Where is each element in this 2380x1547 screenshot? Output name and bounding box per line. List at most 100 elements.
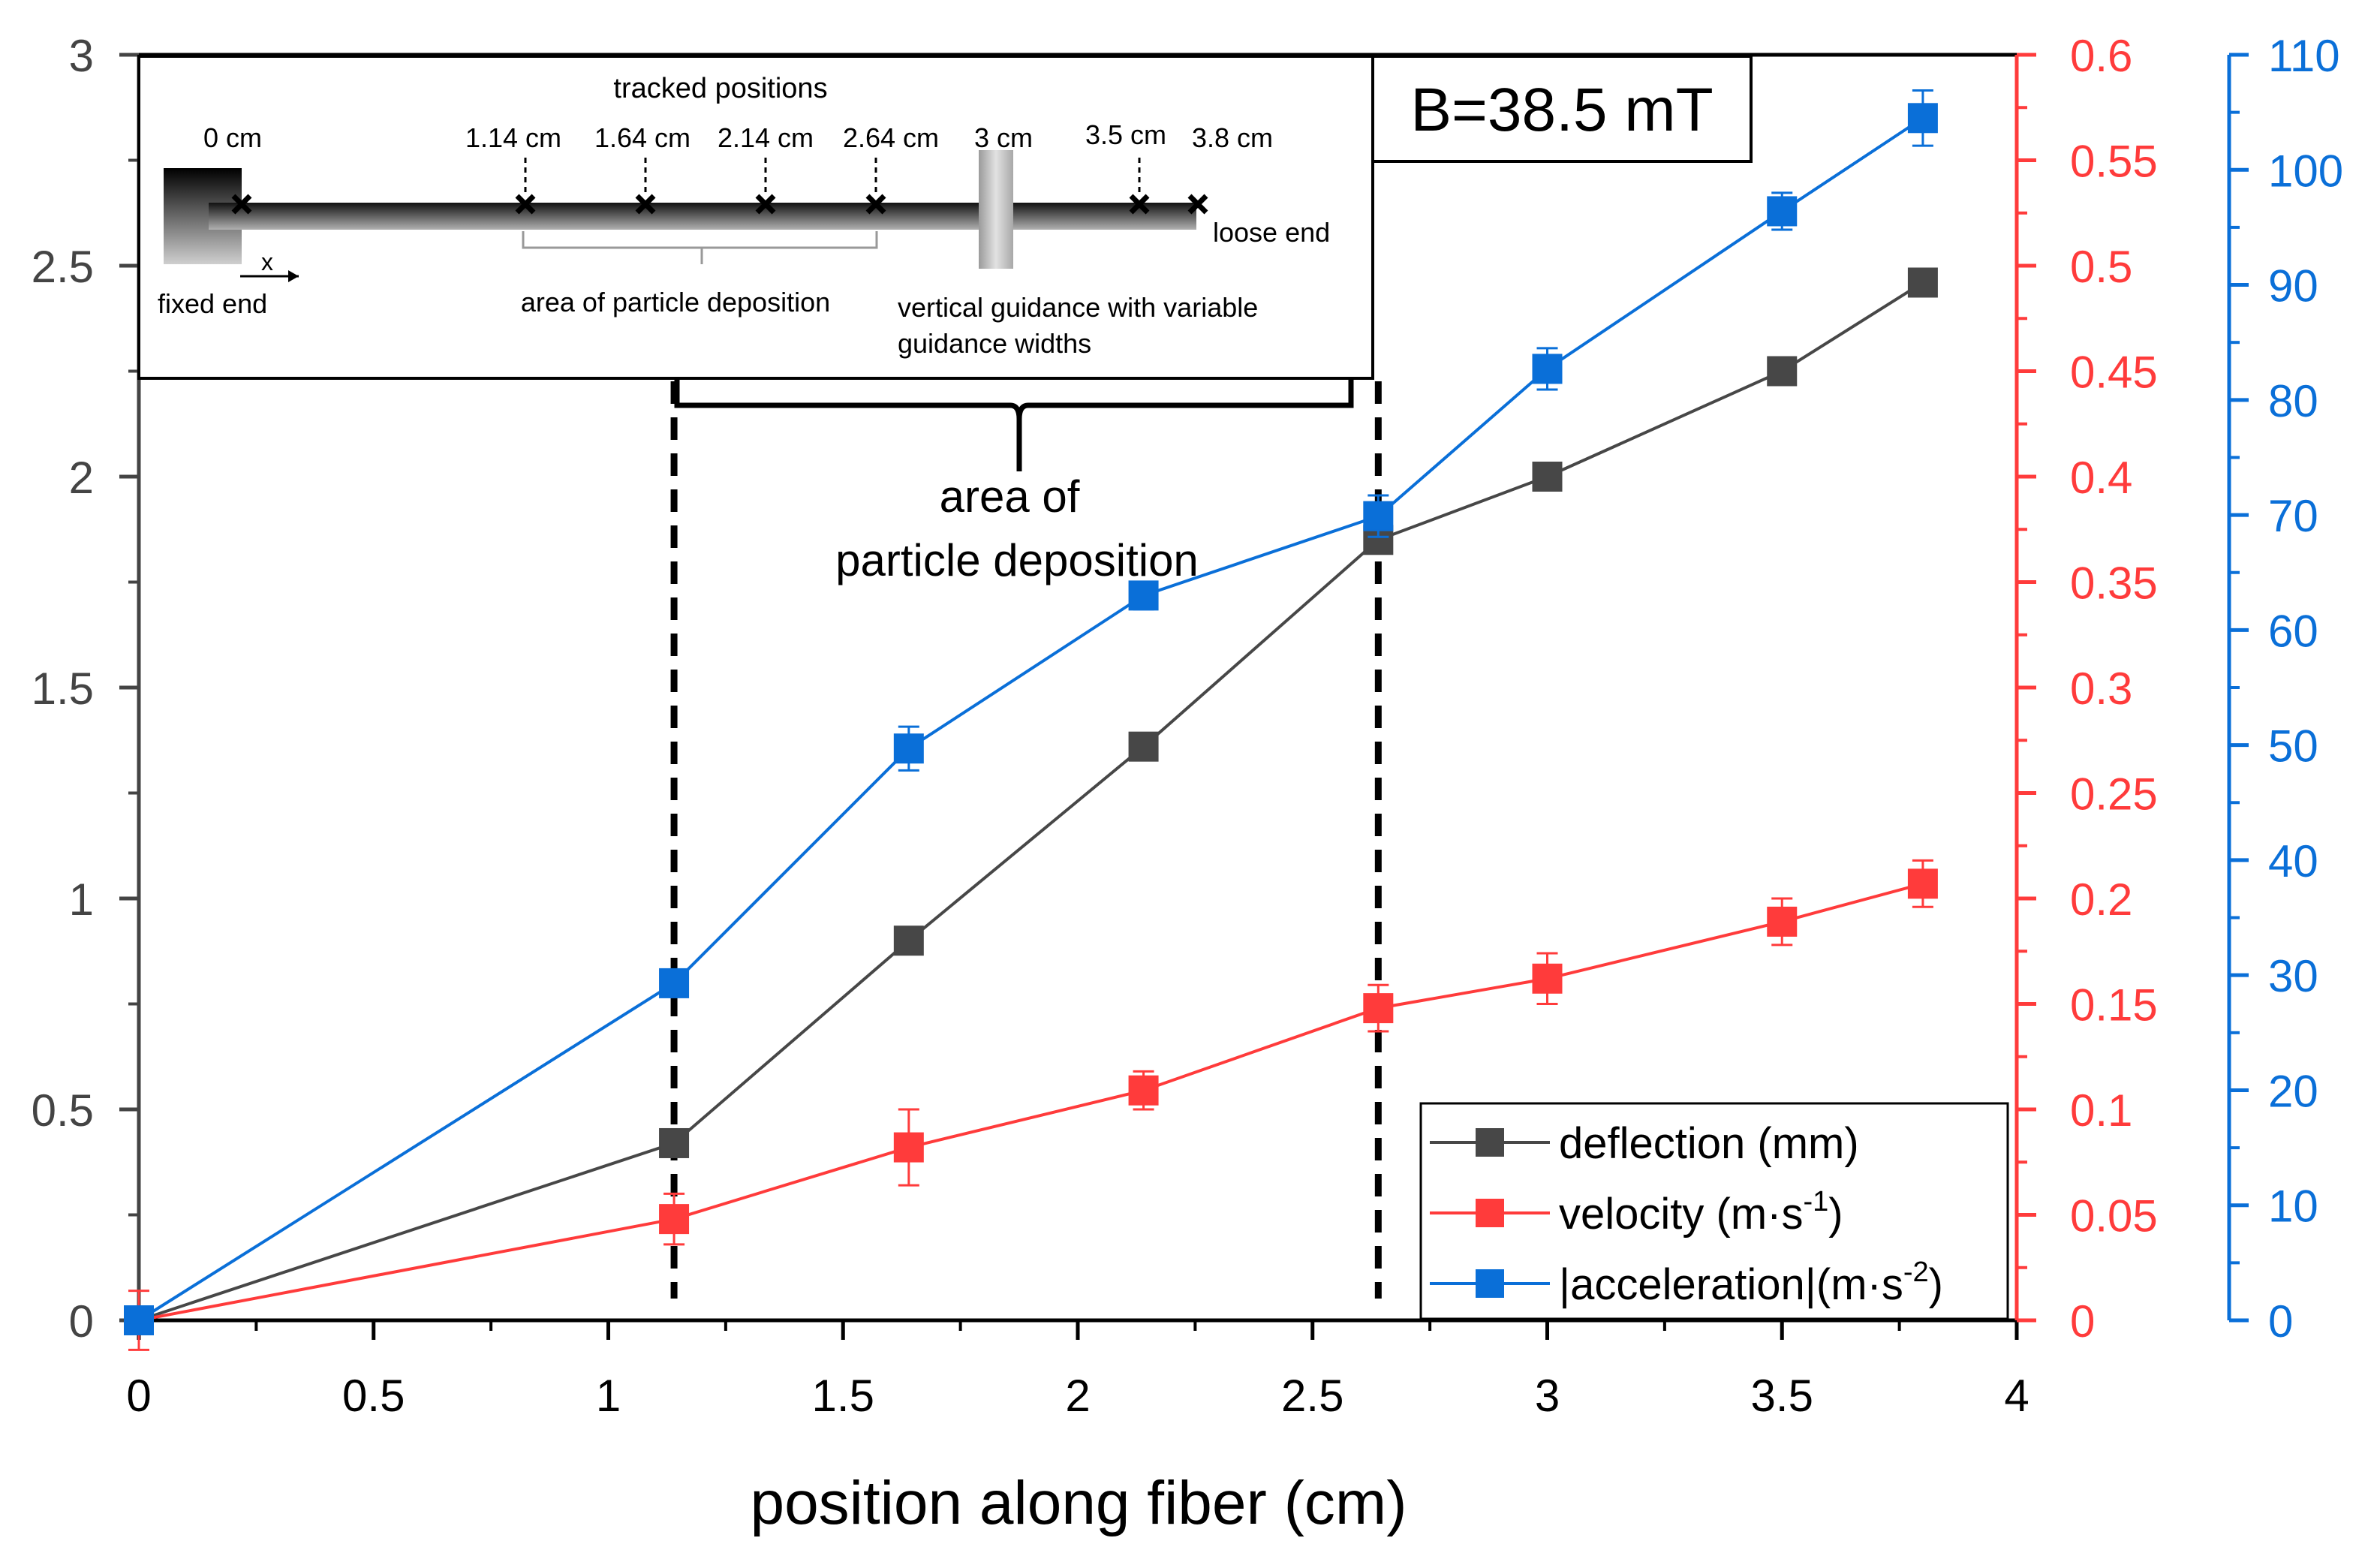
data-point (1128, 580, 1159, 611)
x-tick-label: 1.5 (812, 1371, 874, 1421)
inset-position-label: 2.64 cm (843, 122, 939, 153)
inset-position-label: 0 cm (203, 122, 262, 153)
inset-guidance-line-1: vertical guidance with variable (898, 292, 1258, 323)
inset-cross-marker (635, 194, 656, 215)
data-point (1363, 993, 1394, 1024)
legend-label-superscript: -1 (1803, 1186, 1828, 1217)
inset-deposition-label: area of particle deposition (521, 287, 830, 318)
x-tick-label: 2 (1065, 1371, 1090, 1421)
legend-label-superscript: -2 (1903, 1257, 1929, 1288)
blue-tick-label: 0 (2268, 1296, 2293, 1347)
red-tick-label: 0.05 (2070, 1191, 2158, 1242)
data-point (1767, 356, 1798, 387)
data-point (1907, 103, 1938, 134)
inset-cross-marker (231, 194, 252, 215)
inset-cross-marker (755, 194, 776, 215)
legend-label: velocity (m·s-1) (1559, 1186, 1843, 1239)
x-tick-label: 3.5 (1751, 1371, 1813, 1421)
blue-tick-label: 10 (2268, 1181, 2318, 1232)
legend-label-tail: ) (1929, 1260, 1943, 1309)
blue-tick-label: 20 (2268, 1066, 2318, 1116)
series-group (124, 859, 1938, 1351)
inset-guidance-line-2: guidance widths (898, 328, 1091, 359)
inset-x-label: x (261, 248, 273, 275)
data-point (893, 1132, 924, 1163)
x-tick-label: 2.5 (1281, 1371, 1343, 1421)
x-tick-label: 4 (2004, 1371, 2029, 1421)
blue-tick-label: 50 (2268, 721, 2318, 772)
data-point (659, 968, 690, 998)
legend-label: |acceleration|(m·s-2) (1559, 1257, 1943, 1309)
red-tick-label: 0.5 (2070, 242, 2132, 292)
left-tick-label: 1.5 (32, 664, 94, 714)
legend-items: deflection (mm)velocity (m·s-1)|accelera… (1430, 1119, 1943, 1309)
left-tick-label: 0.5 (32, 1085, 94, 1136)
data-point (659, 1127, 690, 1158)
legend: deflection (mm)velocity (m·s-1)|accelera… (1419, 1102, 2009, 1320)
annotation-line-2: particle deposition (835, 535, 1199, 585)
data-point (1907, 868, 1938, 899)
legend-swatch-marker (1476, 1199, 1504, 1227)
red-tick-label: 0.45 (2070, 348, 2158, 398)
data-point (124, 1305, 154, 1335)
data-point (1767, 906, 1798, 937)
x-tick-label: 3 (1535, 1371, 1560, 1421)
inset-position-label: 1.64 cm (594, 122, 691, 153)
red-tick-label: 0.35 (2070, 558, 2158, 609)
fiber-rod (209, 203, 1196, 230)
red-tick-label: 0.2 (2070, 874, 2132, 925)
data-point (1128, 1075, 1159, 1106)
data-point (1532, 462, 1563, 492)
legend-label: deflection (mm) (1559, 1119, 1859, 1168)
left-tick-label: 1 (69, 874, 94, 925)
data-point (1767, 196, 1798, 227)
legend-label-tail: ) (1828, 1190, 1843, 1239)
inset-title: tracked positions (613, 73, 827, 104)
inset-x-arrowhead (288, 270, 299, 282)
fixed-end-label: fixed end (158, 288, 267, 319)
inset-deposition-bracket (522, 231, 878, 264)
blue-tick-label: 70 (2268, 491, 2318, 541)
series-group (124, 267, 1938, 1335)
legend-label-main: deflection (mm) (1559, 1119, 1859, 1168)
inset-cross-marker (1187, 194, 1208, 215)
left-tick-label: 2 (69, 453, 94, 503)
blue-tick-label: 80 (2268, 376, 2318, 426)
red-tick-label: 0.55 (2070, 137, 2158, 187)
blue-tick-label: 100 (2268, 146, 2343, 196)
loose-end-label: loose end (1213, 217, 1330, 248)
inset-cross-marker (1129, 194, 1150, 215)
inset-position-markers: 0 cm 1.14 cm 1.64 cm 2.14 cm 2.64 cm 3 cm 3.5 … (203, 119, 1273, 215)
data-point (1363, 501, 1394, 531)
deposition-brace (674, 375, 1354, 471)
data-point (1907, 267, 1938, 298)
inset-position-label: 3 cm (974, 122, 1033, 153)
series-line (137, 116, 1924, 1322)
inset-position-label: 3.8 cm (1192, 122, 1273, 153)
legend-swatch-marker (1476, 1128, 1504, 1157)
left-tick-label: 2.5 (32, 242, 94, 292)
red-tick-label: 0.4 (2070, 453, 2132, 503)
data-point (659, 1204, 690, 1235)
x-tick-label: 1 (596, 1371, 621, 1421)
x-tick-label: 0.5 (342, 1371, 405, 1421)
x-axis-title: position along fiber (cm) (750, 1469, 1407, 1537)
legend-swatch-marker (1476, 1269, 1504, 1298)
blue-tick-label: 60 (2268, 606, 2318, 656)
legend-label-main: velocity (m·s (1559, 1190, 1803, 1239)
blue-tick-label: 110 (2268, 31, 2340, 81)
inset-position-label: 3.5 cm (1085, 119, 1166, 150)
inset-schematic: tracked positions fixed end loose end x … (137, 55, 1374, 380)
blue-tick-label: 90 (2268, 261, 2318, 312)
field-label-box (1371, 55, 1753, 163)
data-point (1128, 731, 1159, 762)
left-tick-label: 0 (69, 1296, 94, 1347)
red-tick-label: 0.15 (2070, 980, 2158, 1031)
data-point (1532, 354, 1563, 384)
red-tick-label: 0.3 (2070, 664, 2132, 714)
annotation-line-1: area of (940, 471, 1080, 522)
series-line (138, 882, 1924, 1322)
red-tick-label: 0.25 (2070, 769, 2158, 820)
axis-ticks: 0 0.5 1 1.5 2 2.5 3 3.5 400.511.522.5300.050.10.… (32, 31, 2344, 1421)
